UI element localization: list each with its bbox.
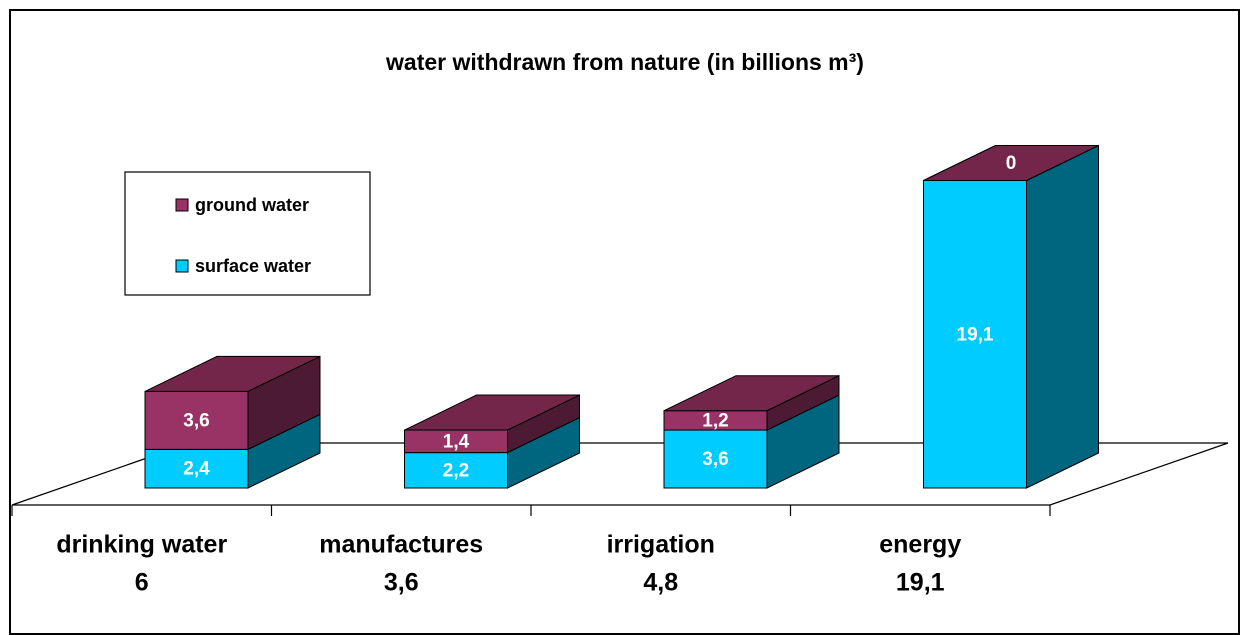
value-label: 3,6 [702,449,728,470]
category-total: 4,8 [643,569,678,597]
value-label: 1,2 [702,410,728,431]
value-label: 19,1 [957,324,994,345]
category-total: 3,6 [384,569,419,597]
legend-swatch [175,259,189,273]
legend-swatch [175,198,189,212]
category-label: energy [879,531,961,559]
value-label: 2,2 [443,460,469,481]
bar-top [923,144,1099,181]
category-total: 19,1 [896,569,945,597]
value-label: 0 [1006,153,1017,174]
bar-top [663,375,840,412]
category-total: 6 [135,569,149,597]
category-label: irrigation [607,531,715,559]
bar-front [404,452,508,489]
bar-side [1026,144,1099,489]
legend-box [124,171,371,296]
legend-label: ground water [195,195,309,215]
bar-top [404,394,580,431]
legend-label: surface water [195,256,311,276]
bar-front [923,179,1027,489]
value-label: 2,4 [183,459,210,480]
value-label: 3,6 [183,410,209,431]
bar-front [144,448,249,489]
category-label: manufactures [319,531,483,559]
bar-front [663,429,768,489]
chart-title: water withdrawn from nature (in billions… [385,49,864,75]
value-label: 1,4 [443,431,470,452]
bar-top [144,355,321,392]
category-label: drinking water [56,531,227,559]
